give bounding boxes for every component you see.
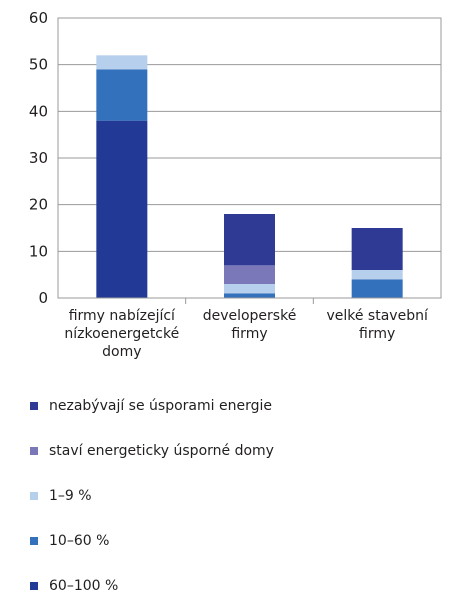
y-tick-label: 10 (29, 242, 48, 260)
legend-label: staví energeticky úsporné domy (49, 442, 274, 459)
bar-segment (224, 265, 275, 284)
legend-item: 1–9 % (30, 473, 274, 518)
legend-label: 10–60 % (49, 532, 110, 549)
y-axis-ticks: 0 10 20 30 40 50 60 (29, 9, 48, 307)
legend-swatch (30, 446, 38, 455)
plot-border (57, 17, 442, 299)
bar-segment (224, 293, 275, 298)
bar-segment (96, 69, 148, 121)
x-category-label: developerské (203, 308, 297, 324)
bar-segment (351, 270, 403, 280)
x-category-label: firmy (359, 326, 395, 342)
bars (96, 55, 403, 299)
legend-label: 1–9 % (49, 487, 92, 504)
x-axis-categories: firmy nabízející nízkoenergetcké domy devel… (64, 308, 429, 360)
legend-item: nezabývají se úsporami energie (30, 383, 274, 428)
legend: nezabývají se úsporami energie staví ener… (30, 383, 274, 608)
y-tick-label: 60 (29, 9, 48, 27)
legend-swatch (30, 581, 38, 590)
bar-segment (351, 228, 403, 270)
y-tick-label: 30 (29, 149, 48, 167)
bar-segment (224, 284, 275, 294)
stacked-bar-chart: 0 10 20 30 40 50 60 firmy nabízející nízkoenerg… (29, 9, 442, 360)
legend-swatch (30, 491, 38, 500)
bar-segment (96, 55, 148, 70)
y-tick-label: 50 (29, 56, 48, 74)
y-tick-label: 0 (38, 289, 48, 307)
legend-label: nezabývají se úsporami energie (49, 397, 272, 414)
x-category-label: nízkoenergetcké (64, 326, 179, 342)
y-tick-label: 40 (29, 102, 48, 120)
y-tick-label: 20 (29, 196, 48, 214)
legend-swatch (30, 401, 38, 410)
bar-segment (96, 120, 148, 299)
plot-frame (57, 17, 442, 304)
bar-segment (224, 214, 275, 266)
legend-item: 60–100 % (30, 563, 274, 608)
legend-item: 10–60 % (30, 518, 274, 563)
x-category-label: firmy (231, 326, 267, 342)
x-category-label: velké stavební (326, 308, 428, 324)
legend-label: 60–100 % (49, 577, 119, 594)
legend-swatch (30, 536, 38, 545)
x-category-label: domy (102, 344, 141, 360)
bar-segment (351, 279, 403, 298)
x-category-label: firmy nabízející (69, 308, 176, 324)
legend-item: staví energeticky úsporné domy (30, 428, 274, 473)
